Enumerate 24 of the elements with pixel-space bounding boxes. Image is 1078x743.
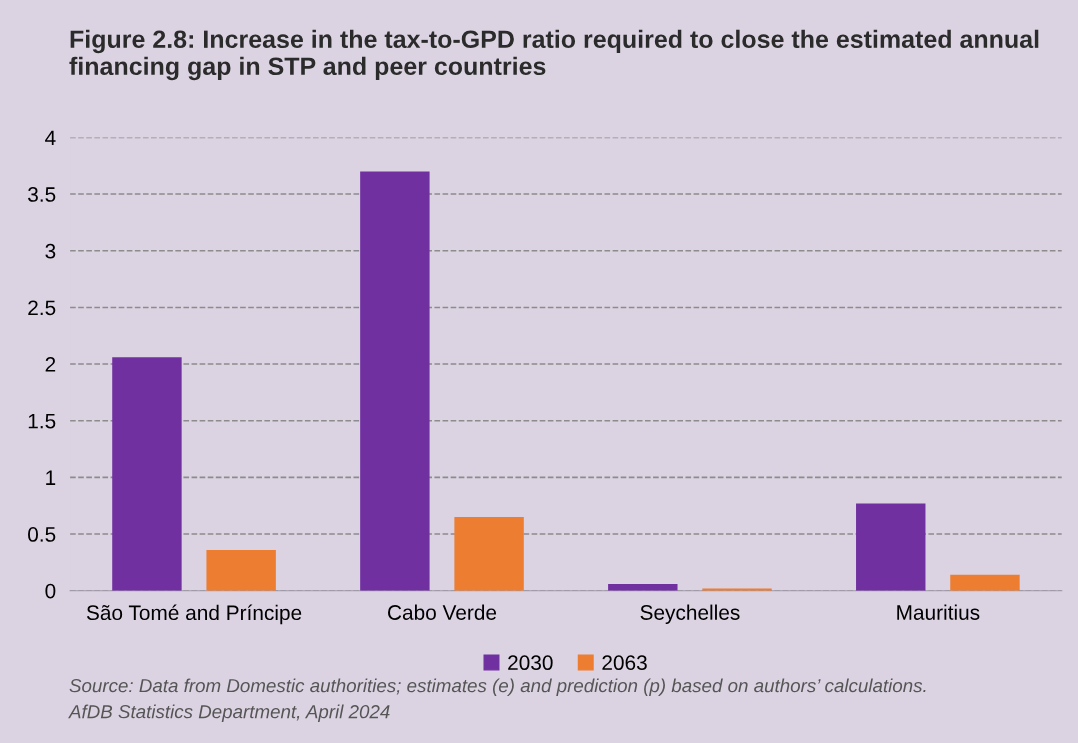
y-tick-label: 2.5 <box>28 300 56 316</box>
text: AfDB Statistics Department, April 2024 <box>68 704 390 723</box>
y-tick-label: 0 <box>45 583 56 599</box>
x-tick-label: Mauritius <box>897 604 980 620</box>
y-tick-label: 3 <box>45 243 56 259</box>
y-tick-label: 1 <box>46 470 56 485</box>
y-tick-label: 3.5 <box>28 187 56 202</box>
chart-title: Figure 2.8: Increase in the tax-to-GPD ratio required to close the estimated annual financing gap in STP and peer countries <box>69 29 1039 81</box>
source-note: Source: Data from Domestic authorities; estimates (e) and prediction (p) based on authors’ calculations. <box>69 678 926 697</box>
legend-label: 2063 <box>602 655 647 671</box>
bar <box>454 517 524 591</box>
y-tick-label: 2 <box>45 357 56 372</box>
x-tick-label: Cabo Verde <box>388 604 497 620</box>
bar <box>950 574 1020 591</box>
y-tick-label: 4 <box>45 130 56 145</box>
y-tick-label: 0.5 <box>28 527 56 542</box>
x-tick-label: Seychelles <box>640 604 740 624</box>
bar <box>112 357 182 591</box>
bar <box>360 171 430 591</box>
x-tick-label: São Tomé and Príncipe <box>86 604 302 625</box>
legend-label: 2030 <box>508 655 553 671</box>
bar <box>206 549 276 591</box>
y-tick-label: 1.5 <box>28 413 56 429</box>
bar <box>856 503 926 591</box>
